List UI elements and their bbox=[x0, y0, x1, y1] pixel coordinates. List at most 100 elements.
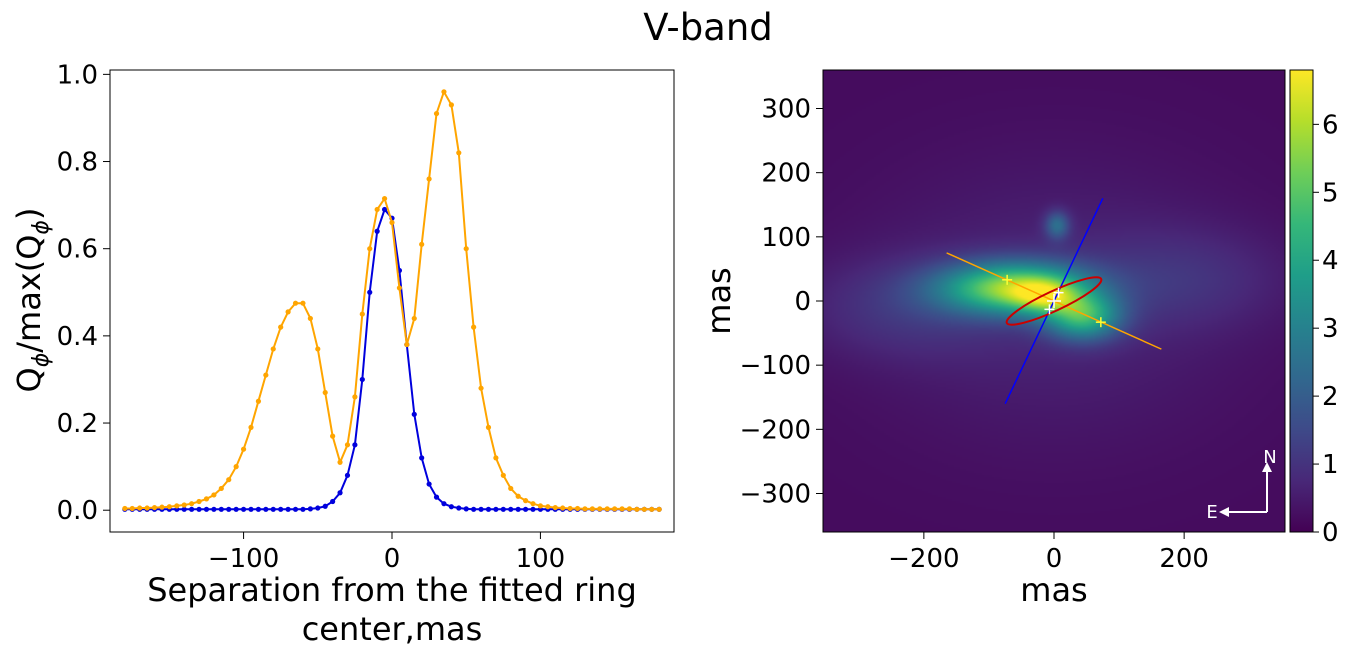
profile-point-orange bbox=[330, 433, 336, 439]
profile-xlabel-line1: Separation from the fitted ring bbox=[147, 571, 637, 609]
profile-point-orange bbox=[626, 506, 633, 512]
image-x-tick-label: 200 bbox=[1159, 544, 1209, 574]
profile-point-blue bbox=[344, 472, 351, 478]
profile-point-blue bbox=[411, 411, 417, 417]
profile-point-blue bbox=[471, 506, 477, 512]
profile-point-orange bbox=[196, 498, 202, 505]
profile-point-blue bbox=[456, 505, 462, 511]
profile-point-blue bbox=[478, 506, 484, 512]
profile-point-orange bbox=[515, 493, 521, 499]
profile-point-orange bbox=[404, 341, 410, 348]
profile-point-orange bbox=[433, 110, 440, 117]
profile-point-orange bbox=[144, 505, 150, 511]
profile-point-orange bbox=[411, 315, 417, 322]
profile-plot-frame bbox=[109, 69, 675, 533]
figure-title: V-band bbox=[643, 6, 773, 49]
profile-point-orange bbox=[300, 300, 306, 306]
profile-point-orange bbox=[218, 485, 224, 492]
profile-ylabel: Qϕ/max(Qϕ) bbox=[10, 208, 54, 393]
profile-y-ticks: 0.0 0.2 0.4 0.6 0.8 1.0 bbox=[57, 60, 110, 526]
profile-point-blue bbox=[381, 206, 388, 213]
profile-point-orange bbox=[203, 496, 210, 502]
profile-x-tick-label: 0 bbox=[384, 544, 401, 574]
profile-point-orange bbox=[493, 455, 499, 461]
profile-point-orange bbox=[248, 424, 254, 430]
image-y-tick-label: −300 bbox=[740, 480, 811, 510]
profile-chart: −100 0 100 0.0 0.2 0.4 0.6 0.8 1.0 Separation f… bbox=[10, 60, 675, 648]
profile-x-tick-label: 100 bbox=[516, 544, 566, 574]
profile-point-orange bbox=[545, 504, 551, 510]
profile-point-orange bbox=[589, 506, 595, 512]
profile-point-orange bbox=[352, 394, 358, 400]
profile-point-orange bbox=[174, 503, 180, 509]
profile-point-orange bbox=[471, 324, 477, 330]
profile-point-blue bbox=[441, 501, 447, 507]
profile-point-orange bbox=[322, 389, 328, 396]
profile-point-orange bbox=[463, 246, 469, 252]
compass-east-arrowhead bbox=[1219, 507, 1229, 517]
image-y-ticks: −300 −200 −100 0 100 200 300 bbox=[740, 95, 823, 510]
profile-point-orange bbox=[530, 501, 536, 507]
profile-x-ticks: −100 0 100 bbox=[208, 532, 565, 574]
colorbar-tick-label: 0 bbox=[1322, 518, 1339, 548]
major-axis-marker bbox=[1002, 274, 1013, 285]
image-y-tick-label: 200 bbox=[761, 159, 811, 189]
image-xlabel: mas bbox=[1020, 571, 1087, 609]
profile-point-blue bbox=[337, 490, 343, 496]
profile-point-orange bbox=[396, 285, 403, 291]
profile-point-blue bbox=[522, 506, 529, 512]
profile-point-orange bbox=[211, 492, 217, 498]
profile-point-blue bbox=[330, 498, 336, 505]
profile-point-orange bbox=[522, 498, 529, 504]
profile-point-blue bbox=[493, 506, 499, 512]
colorbar-tick-label: 5 bbox=[1322, 178, 1339, 208]
profile-point-orange bbox=[151, 504, 158, 511]
image-x-tick-label: 0 bbox=[1046, 544, 1063, 574]
profile-point-blue bbox=[515, 506, 521, 512]
profile-point-orange bbox=[189, 501, 195, 507]
minor-axis-marker bbox=[1053, 287, 1064, 298]
profile-point-orange bbox=[263, 372, 269, 378]
profile-xlabel-line2: center,mas bbox=[302, 610, 483, 648]
profile-point-orange bbox=[656, 506, 662, 512]
profile-point-blue bbox=[315, 505, 321, 511]
profile-point-orange bbox=[359, 311, 365, 317]
profile-series bbox=[122, 89, 662, 512]
profile-point-blue bbox=[270, 506, 276, 512]
profile-point-orange bbox=[337, 459, 343, 465]
profile-y-tick-label: 0.6 bbox=[57, 235, 98, 265]
profile-point-blue bbox=[367, 289, 373, 295]
profile-point-orange bbox=[181, 502, 187, 508]
profile-point-orange bbox=[374, 206, 380, 213]
colorbar-tick-label: 1 bbox=[1322, 450, 1339, 480]
profile-point-orange bbox=[441, 89, 447, 95]
major-axis-marker bbox=[1095, 317, 1106, 328]
profile-point-blue bbox=[196, 506, 202, 512]
profile-point-blue bbox=[278, 506, 284, 512]
profile-point-orange bbox=[426, 176, 432, 182]
profile-point-blue bbox=[419, 455, 425, 461]
profile-point-orange bbox=[344, 442, 351, 448]
profile-point-orange bbox=[419, 241, 425, 247]
profile-point-blue bbox=[463, 506, 469, 512]
image-y-tick-label: 100 bbox=[761, 223, 811, 253]
profile-point-blue bbox=[500, 506, 506, 512]
profile-point-blue bbox=[233, 506, 239, 512]
center-marker bbox=[1047, 294, 1061, 308]
colorbar-tick-label: 2 bbox=[1322, 382, 1339, 412]
profile-point-blue bbox=[485, 506, 492, 512]
profile-point-orange bbox=[137, 505, 143, 511]
profile-point-orange bbox=[278, 324, 284, 330]
profile-point-blue bbox=[240, 506, 247, 512]
profile-point-blue bbox=[248, 506, 254, 512]
profile-point-orange bbox=[255, 398, 262, 404]
profile-point-blue bbox=[508, 506, 514, 512]
image-overlays bbox=[946, 198, 1162, 404]
profile-point-blue bbox=[322, 503, 328, 509]
profile-point-orange bbox=[597, 506, 603, 512]
profile-point-orange bbox=[582, 506, 588, 512]
profile-point-orange bbox=[456, 150, 462, 156]
profile-y-tick-label: 0.8 bbox=[57, 148, 98, 178]
profile-point-blue bbox=[189, 506, 195, 512]
